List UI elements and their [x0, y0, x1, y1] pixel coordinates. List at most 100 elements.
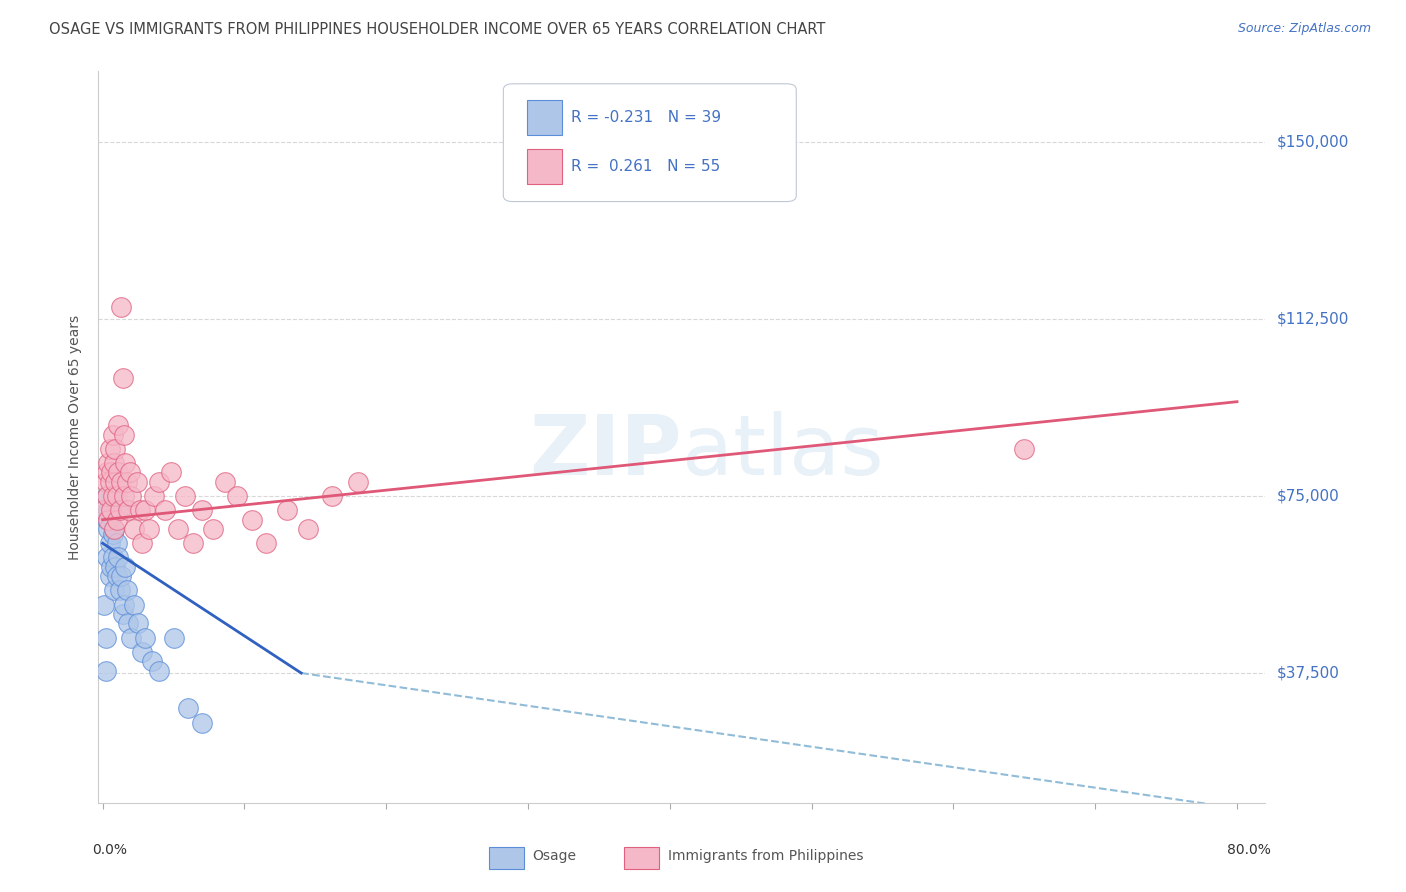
Point [94, 475, 117, 489]
Point [114, 456, 136, 470]
Point [183, 536, 205, 550]
Point [148, 664, 170, 678]
Point [105, 513, 128, 527]
Point [103, 522, 125, 536]
Point [94, 631, 117, 645]
Text: $37,500: $37,500 [1277, 665, 1340, 681]
Point [128, 503, 150, 517]
Point [117, 616, 139, 631]
Point [110, 475, 132, 489]
Point [347, 475, 370, 489]
Text: Source: ZipAtlas.com: Source: ZipAtlas.com [1237, 22, 1371, 36]
Point [131, 645, 153, 659]
Point [101, 550, 124, 565]
Point [110, 569, 132, 583]
Point [142, 489, 165, 503]
Point [103, 456, 125, 470]
Point [101, 489, 124, 503]
Point [191, 715, 214, 730]
Point [108, 503, 131, 517]
Point [226, 489, 249, 503]
Point [104, 475, 127, 489]
Point [107, 550, 129, 565]
Point [100, 503, 122, 517]
Point [191, 503, 214, 517]
Point [117, 503, 139, 517]
Point [134, 631, 156, 645]
Point [297, 522, 319, 536]
Point [148, 475, 170, 489]
FancyBboxPatch shape [503, 84, 796, 202]
Text: 0.0%: 0.0% [93, 843, 128, 857]
Point [101, 427, 124, 442]
Point [98, 569, 121, 583]
Point [125, 475, 148, 489]
Point [98, 475, 121, 489]
Text: atlas: atlas [682, 411, 883, 492]
Text: ZIP: ZIP [530, 411, 682, 492]
Point [96, 550, 118, 565]
Point [321, 489, 343, 503]
Point [202, 522, 225, 536]
Point [240, 513, 263, 527]
FancyBboxPatch shape [527, 149, 562, 184]
Point [141, 654, 163, 668]
Point [122, 522, 145, 536]
Point [112, 598, 135, 612]
FancyBboxPatch shape [624, 847, 658, 869]
Point [162, 631, 184, 645]
Point [104, 489, 127, 503]
Point [131, 536, 153, 550]
Point [93, 598, 115, 612]
Point [100, 559, 122, 574]
Point [254, 536, 277, 550]
Point [104, 442, 127, 456]
Point [134, 503, 156, 517]
Point [105, 569, 128, 583]
Point [97, 456, 120, 470]
Text: Osage: Osage [533, 849, 576, 863]
Point [105, 536, 128, 550]
Text: R = -0.231   N = 39: R = -0.231 N = 39 [571, 110, 721, 125]
FancyBboxPatch shape [527, 100, 562, 135]
Point [1014, 442, 1036, 456]
Point [122, 598, 145, 612]
Point [93, 503, 115, 517]
Point [98, 536, 121, 550]
Point [104, 559, 127, 574]
Point [96, 466, 118, 480]
Point [111, 607, 134, 621]
Point [100, 503, 122, 517]
Point [105, 489, 128, 503]
Point [103, 522, 125, 536]
Point [174, 489, 197, 503]
Point [96, 489, 118, 503]
Text: $150,000: $150,000 [1277, 135, 1348, 150]
Text: Immigrants from Philippines: Immigrants from Philippines [668, 849, 863, 863]
Point [115, 583, 138, 598]
Point [107, 418, 129, 433]
Point [166, 522, 188, 536]
Point [100, 466, 122, 480]
Point [94, 664, 117, 678]
Point [108, 583, 131, 598]
Point [97, 522, 120, 536]
Point [138, 522, 160, 536]
Point [107, 466, 129, 480]
Point [96, 489, 118, 503]
FancyBboxPatch shape [489, 847, 524, 869]
Point [101, 526, 124, 541]
Point [112, 427, 135, 442]
Text: $75,000: $75,000 [1277, 489, 1340, 504]
Point [111, 371, 134, 385]
Point [97, 503, 120, 517]
Point [114, 559, 136, 574]
Point [177, 701, 200, 715]
Point [153, 503, 176, 517]
Point [97, 513, 120, 527]
Point [107, 503, 129, 517]
Point [120, 631, 142, 645]
Point [120, 489, 142, 503]
Text: OSAGE VS IMMIGRANTS FROM PHILIPPINES HOUSEHOLDER INCOME OVER 65 YEARS CORRELATIO: OSAGE VS IMMIGRANTS FROM PHILIPPINES HOU… [49, 22, 825, 37]
Text: 80.0%: 80.0% [1227, 843, 1271, 857]
